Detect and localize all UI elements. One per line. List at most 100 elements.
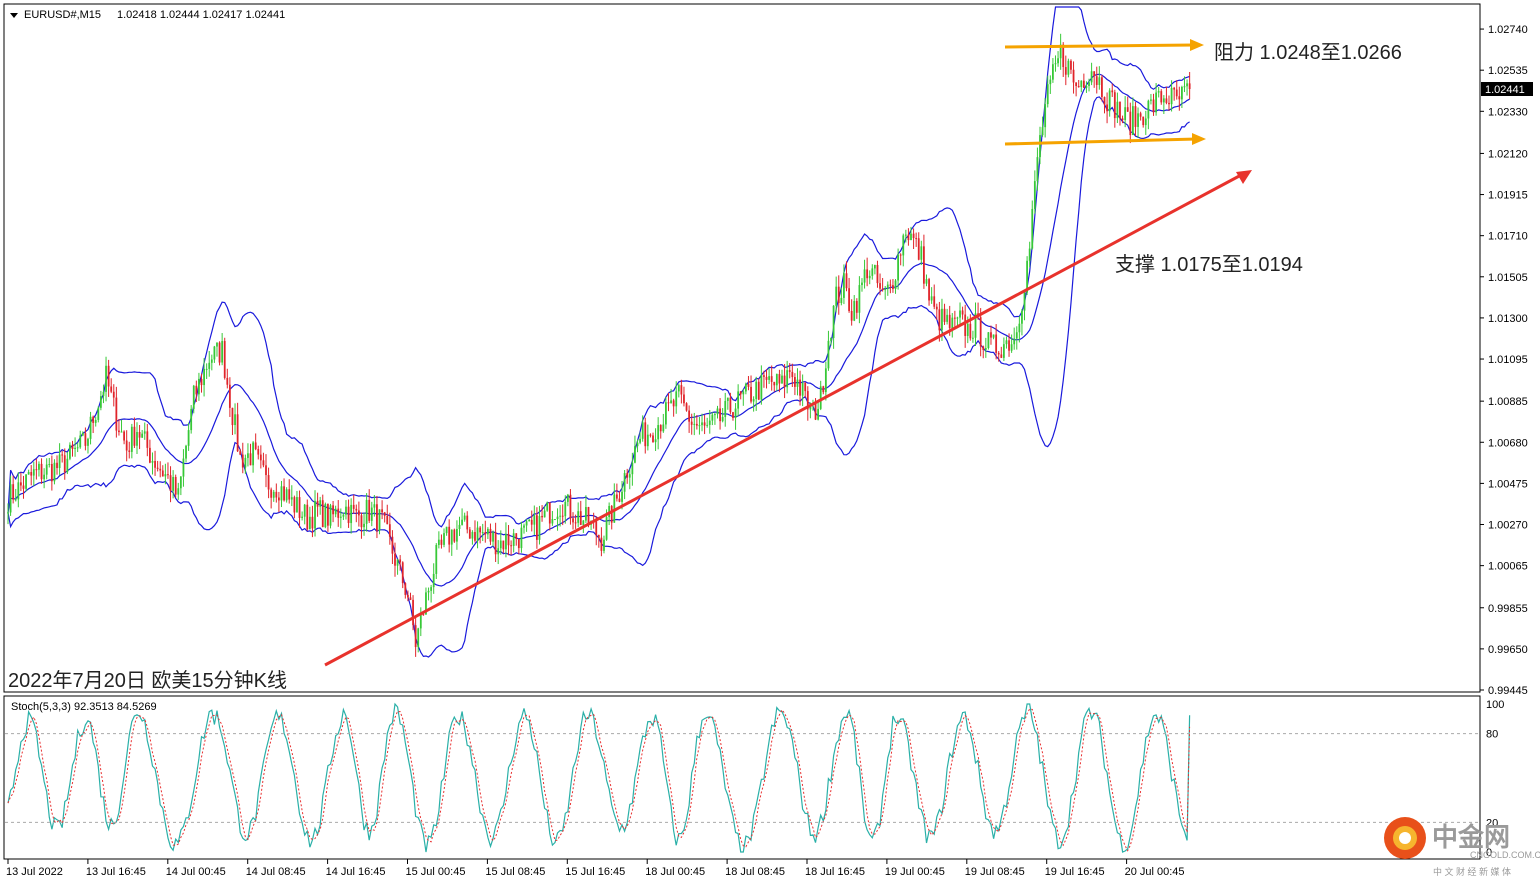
candle	[675, 381, 678, 414]
candle	[1077, 80, 1080, 88]
candle	[884, 285, 887, 300]
candle	[94, 416, 97, 427]
candle-body	[752, 399, 755, 402]
candle-body	[156, 467, 159, 469]
candle	[543, 506, 546, 518]
price-tick-label: 0.99855	[1488, 603, 1528, 615]
candle-body	[915, 238, 918, 240]
candle	[22, 475, 25, 499]
candle	[868, 270, 871, 285]
candle-body	[1121, 118, 1124, 121]
candle-body	[928, 279, 930, 301]
candle-body	[667, 402, 670, 404]
candle	[290, 485, 293, 507]
time-tick-label: 19 Jul 08:45	[965, 866, 1025, 878]
candle-body	[1090, 71, 1093, 83]
candle-body	[417, 628, 420, 648]
candle-body	[631, 462, 634, 475]
candle	[208, 350, 211, 377]
candle-body	[941, 308, 943, 331]
candle	[102, 384, 105, 404]
candle-body	[850, 310, 853, 321]
candle-body	[1044, 104, 1047, 128]
candle-body	[551, 519, 554, 524]
candle-body	[32, 469, 35, 476]
candle	[858, 276, 861, 324]
candle	[63, 448, 66, 480]
candle-body	[879, 283, 881, 289]
candle-body	[30, 472, 33, 476]
candle	[732, 411, 734, 421]
candle-body	[324, 504, 327, 528]
candle-body	[195, 385, 198, 395]
candle-body	[523, 525, 525, 528]
candle-body	[907, 234, 910, 241]
candle-body	[1002, 344, 1005, 358]
candle-body	[778, 374, 781, 384]
candle	[507, 525, 510, 556]
candle-body	[63, 455, 66, 473]
candle	[693, 412, 696, 436]
dropdown-triangle-icon[interactable]	[10, 13, 18, 18]
candle	[551, 510, 554, 526]
candle	[138, 425, 141, 450]
candle	[1062, 42, 1065, 77]
candle-body	[347, 506, 350, 524]
candle	[897, 248, 899, 290]
candle	[505, 522, 507, 558]
candle-body	[342, 514, 345, 517]
price-tick-label: 1.01095	[1488, 354, 1528, 366]
candle	[876, 260, 879, 288]
candle	[50, 455, 53, 491]
candle-body	[115, 397, 118, 431]
candle	[600, 527, 603, 557]
candle	[585, 495, 587, 523]
candle-body	[107, 365, 110, 387]
candle-body	[221, 341, 224, 363]
candle-body	[732, 412, 734, 418]
candle	[783, 364, 786, 399]
candle	[174, 474, 177, 498]
candle-body	[902, 235, 905, 256]
candle	[458, 516, 461, 536]
candle-body	[775, 374, 778, 386]
candle-body	[843, 273, 845, 298]
candle-body	[352, 504, 355, 509]
candle-body	[66, 458, 69, 473]
candle-body	[520, 527, 523, 549]
candle	[443, 528, 445, 548]
candle	[832, 305, 835, 349]
stoch-tick-label: 80	[1486, 729, 1498, 741]
candle	[1113, 89, 1116, 128]
chart-caption: 2022年7月20日 欧美15分钟K线	[8, 669, 287, 692]
candle	[146, 423, 149, 457]
candle	[835, 276, 838, 313]
candle-body	[360, 515, 363, 528]
candle-body	[1147, 100, 1150, 119]
candle	[105, 356, 107, 402]
candle	[840, 287, 843, 306]
candle	[352, 494, 355, 514]
candle-body	[419, 614, 422, 629]
candle-body	[259, 454, 262, 461]
candle-body	[381, 509, 383, 513]
candle-body	[407, 594, 409, 598]
candle	[925, 274, 928, 287]
candle	[81, 431, 84, 437]
stoch-label: Stoch(5,3,3) 92.3513 84.5269	[11, 701, 157, 713]
candle-body	[110, 386, 113, 392]
candle	[399, 555, 402, 571]
stoch-tick-label: 0	[1486, 847, 1492, 859]
candle	[388, 512, 391, 545]
candle	[1015, 326, 1018, 350]
candle	[334, 505, 337, 518]
candle	[1142, 116, 1145, 128]
candle	[866, 257, 869, 287]
candle	[946, 308, 949, 325]
candle-body	[1142, 116, 1145, 126]
candle	[76, 442, 79, 453]
candle	[321, 494, 324, 528]
candle-body	[690, 421, 693, 425]
candle	[657, 417, 660, 450]
candle-body	[873, 265, 876, 269]
